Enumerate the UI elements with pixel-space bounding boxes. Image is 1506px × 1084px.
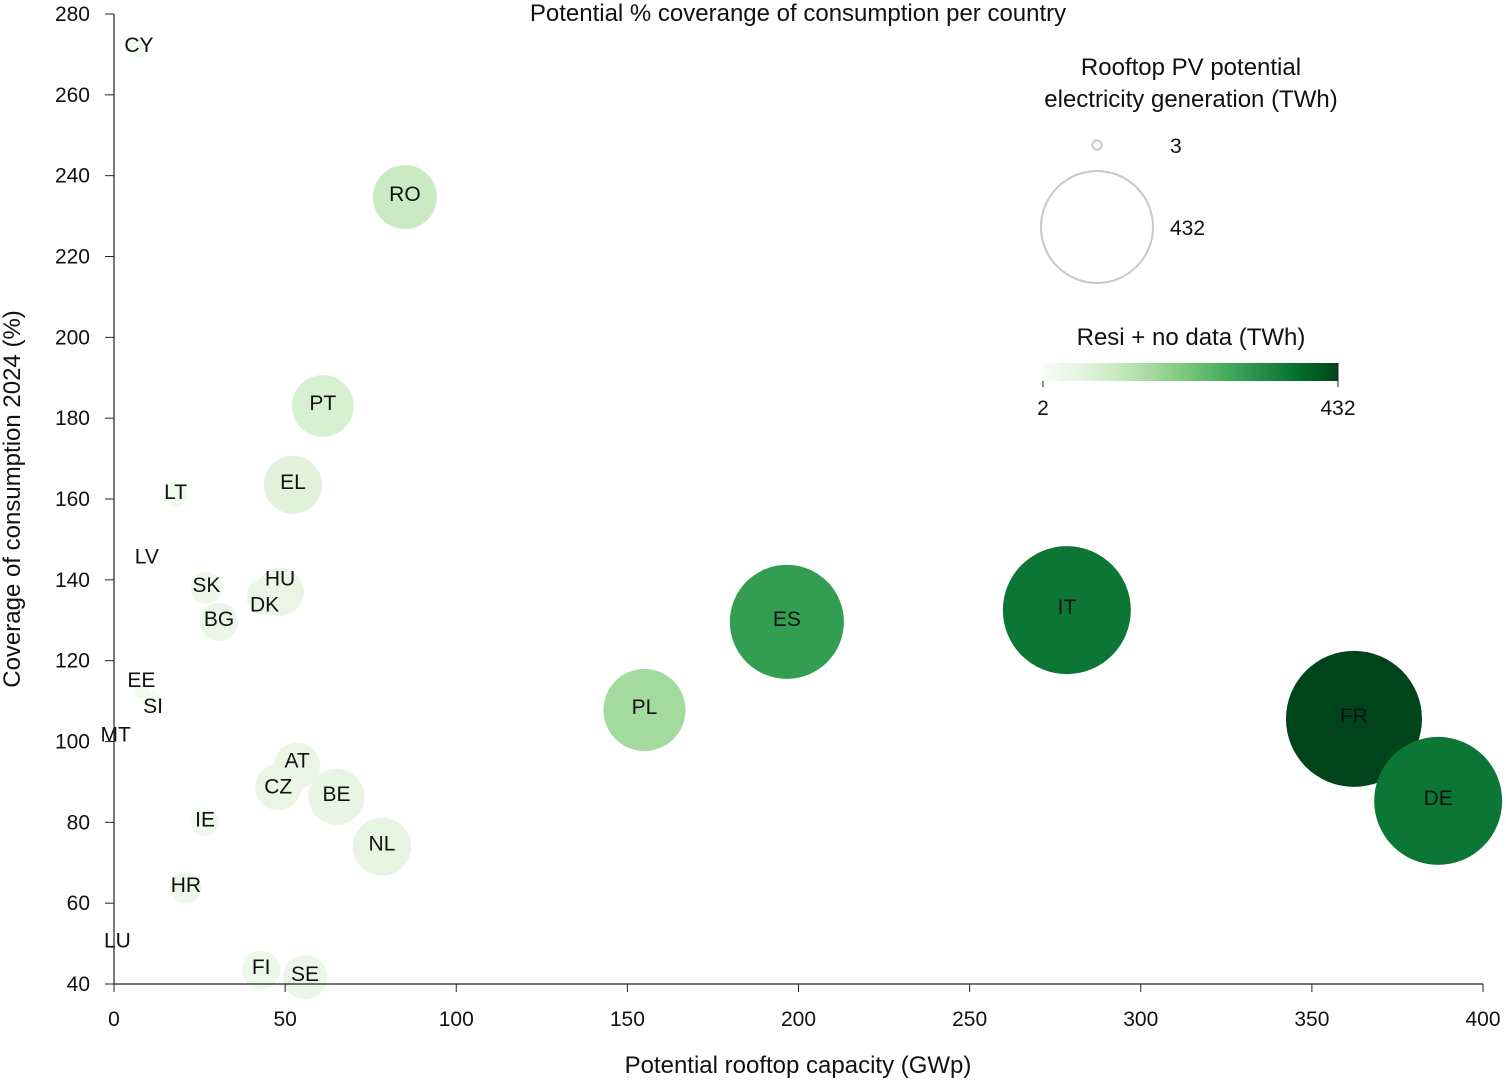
x-tick-label: 300 xyxy=(1123,1008,1158,1031)
chart-title: Potential % coverange of consumption per… xyxy=(530,0,1066,27)
colorbar xyxy=(1043,363,1338,381)
bubble-pt xyxy=(291,375,354,437)
y-tick-label: 180 xyxy=(55,407,90,430)
bubble-label-dk: DK xyxy=(250,593,279,616)
bubble-label-cz: CZ xyxy=(264,775,292,798)
y-tick-label: 40 xyxy=(67,973,90,996)
bubble-fr xyxy=(1285,650,1422,787)
bubble-el xyxy=(263,455,323,514)
size-legend: Rooftop PV potential electricity generat… xyxy=(1040,54,1338,284)
y-tick-label: 240 xyxy=(55,165,90,188)
size-legend-small-label: 3 xyxy=(1170,135,1182,158)
bubble-ie xyxy=(191,808,220,837)
bubble-label-si: SI xyxy=(143,695,163,718)
bubble-sk xyxy=(190,571,223,604)
x-tick-label: 50 xyxy=(273,1008,296,1031)
bubbles: CY RO PT EL LT LV SK HU DK BG EE SI MT AT CZ BE IE NL HR LU… xyxy=(101,34,1503,1000)
size-legend-large-label: 432 xyxy=(1170,217,1205,240)
bubble-be xyxy=(308,768,365,825)
bubble-label-ee: EE xyxy=(127,669,155,692)
bubble-lt xyxy=(163,482,188,508)
bubble-it xyxy=(1002,546,1131,675)
x-tick-label: 400 xyxy=(1465,1008,1500,1031)
bubble-label-lv: LV xyxy=(135,546,159,569)
x-tick-label: 100 xyxy=(439,1008,474,1031)
bubble-label-pt: PT xyxy=(309,392,336,415)
bubble-es xyxy=(729,564,844,679)
bubble-label-be: BE xyxy=(322,783,350,806)
bubble-ro xyxy=(372,165,437,230)
bubble-lu xyxy=(113,939,122,948)
y-tick-label: 280 xyxy=(55,3,90,26)
y-tick-label: 260 xyxy=(55,84,90,107)
y-tick-label: 200 xyxy=(55,326,90,349)
bubble-label-cy: CY xyxy=(124,34,153,57)
bubble-label-ie: IE xyxy=(195,808,215,831)
x-tick-label: 200 xyxy=(781,1008,816,1031)
bubble-ee xyxy=(133,682,150,699)
x-axis-label: Potential rooftop capacity (GWp) xyxy=(625,1052,972,1079)
bubble-label-lt: LT xyxy=(164,481,187,504)
size-legend-small-circle xyxy=(1091,139,1103,151)
bubble-nl xyxy=(352,817,412,876)
x-tick-label: 0 xyxy=(108,1008,120,1031)
bubble-cy xyxy=(128,37,150,59)
bubble-label-de: DE xyxy=(1424,787,1453,810)
bubble-label-at: AT xyxy=(284,749,309,772)
x-tick-label: 250 xyxy=(952,1008,987,1031)
bubble-hr xyxy=(169,871,202,904)
bubble-label-mt: MT xyxy=(101,723,131,746)
bubble-label-ro: RO xyxy=(389,183,421,206)
bubble-label-fr: FR xyxy=(1340,705,1368,728)
y-axis-label: Coverage of consumption 2024 (%) xyxy=(0,310,26,688)
color-legend: Resi + no data (TWh) 2 432 xyxy=(1037,324,1355,420)
bubble-label-el: EL xyxy=(280,471,306,494)
bubble-bg xyxy=(200,602,239,641)
y-tick-label: 220 xyxy=(55,246,90,269)
bubble-label-bg: BG xyxy=(204,608,234,631)
x-tick-label: 150 xyxy=(610,1008,645,1031)
bubble-label-pl: PL xyxy=(632,696,658,719)
colorbar-max-label: 432 xyxy=(1320,397,1355,420)
y-tick-label: 100 xyxy=(55,731,90,754)
bubble-label-it: IT xyxy=(1057,596,1076,619)
y-tick-label: 60 xyxy=(67,892,90,915)
bubble-label-sk: SK xyxy=(192,574,220,597)
bubble-fi xyxy=(242,950,281,989)
bubble-si xyxy=(142,691,164,712)
colorbar-min-label: 2 xyxy=(1037,397,1049,420)
y-tick-label: 160 xyxy=(55,488,90,511)
y-tick-label: 140 xyxy=(55,569,90,592)
bubble-label-se: SE xyxy=(291,963,319,986)
bubble-se xyxy=(282,955,328,1000)
y-tick-label: 80 xyxy=(67,811,90,834)
size-legend-title-line1: Rooftop PV potential xyxy=(1081,54,1301,81)
y-tick-label: 120 xyxy=(55,650,90,673)
size-legend-large-circle xyxy=(1040,170,1154,284)
bubble-de xyxy=(1374,736,1503,865)
color-legend-title: Resi + no data (TWh) xyxy=(1077,324,1306,351)
bubble-dk xyxy=(246,578,283,615)
x-tick-label: 350 xyxy=(1294,1008,1329,1031)
axes: 0 50 100 150 200 250 300 350 400 40 60 80 100 120 140 1… xyxy=(55,3,1501,1031)
bubble-pl xyxy=(603,668,686,752)
bubble-label-es: ES xyxy=(773,608,801,631)
bubble-label-hu: HU xyxy=(265,567,295,590)
bubble-label-nl: NL xyxy=(369,833,396,856)
bubble-lv xyxy=(143,555,151,564)
bubble-label-hr: HR xyxy=(171,874,201,897)
bubble-cz xyxy=(255,764,302,811)
size-legend-title-line2: electricity generation (TWh) xyxy=(1044,86,1337,113)
bubble-label-fi: FI xyxy=(252,956,271,979)
bubble-label-lu: LU xyxy=(104,930,131,953)
